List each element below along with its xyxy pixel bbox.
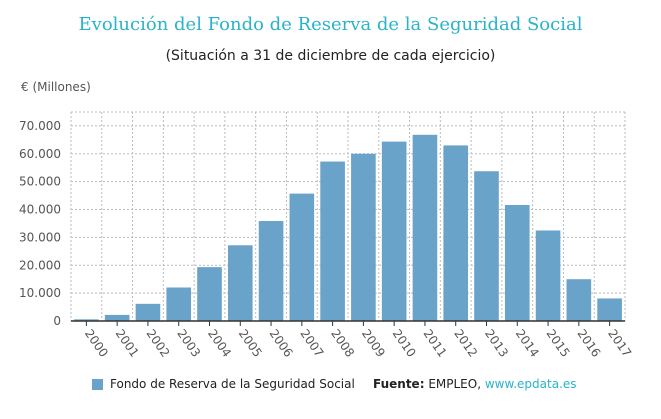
- y-tick-label: 40.000: [19, 203, 61, 217]
- bar-2008[interactable]: [320, 161, 345, 321]
- y-tick-label: 70.000: [19, 119, 61, 133]
- x-tick-label: 2000: [82, 327, 111, 360]
- source-label: Fuente:: [373, 377, 425, 391]
- y-tick-label: 60.000: [19, 147, 61, 161]
- bar-2016[interactable]: [566, 279, 592, 321]
- x-tick-label: 2003: [174, 327, 203, 360]
- x-tick-label: 2009: [359, 327, 388, 360]
- bar-2005[interactable]: [227, 245, 253, 321]
- legend-swatch: [92, 378, 103, 390]
- bar-2014[interactable]: [504, 204, 530, 321]
- x-tick-label: 2017: [605, 327, 634, 360]
- bar-2003[interactable]: [166, 287, 192, 321]
- x-tick-label: 2002: [143, 327, 172, 360]
- y-tick-label: 30.000: [19, 230, 61, 244]
- bar-2012[interactable]: [443, 145, 469, 321]
- source-note: Fuente: EMPLEO, www.epdata.es: [373, 377, 577, 391]
- legend: Fondo de Reserva de la Seguridad Social: [92, 377, 355, 391]
- x-tick-label: 2006: [267, 327, 296, 360]
- bar-2017[interactable]: [597, 298, 622, 321]
- bar-2009[interactable]: [351, 153, 376, 321]
- y-tick-label: 50.000: [19, 175, 61, 189]
- bar-2015[interactable]: [535, 230, 561, 321]
- source-text: EMPLEO,: [428, 377, 482, 391]
- y-tick-label: 10.000: [19, 286, 61, 300]
- x-tick-label: 2014: [513, 327, 542, 360]
- y-axis-label: € (Millones): [21, 80, 91, 94]
- bar-2006[interactable]: [258, 221, 284, 321]
- bar-2000[interactable]: [74, 319, 99, 321]
- x-tick-label: 2013: [482, 327, 511, 360]
- chart-title: Evolución del Fondo de Reserva de la Seg…: [78, 14, 583, 35]
- bar-2001[interactable]: [104, 314, 130, 321]
- y-tick-label: 0: [53, 314, 61, 328]
- x-tick-label: 2010: [390, 327, 419, 360]
- bar-2010[interactable]: [381, 141, 407, 321]
- x-tick-label: 2008: [328, 327, 357, 360]
- x-tick-label: 2016: [574, 327, 603, 360]
- source-link[interactable]: www.epdata.es: [484, 377, 577, 391]
- x-tick-label: 2001: [113, 327, 142, 360]
- legend-label: Fondo de Reserva de la Seguridad Social: [110, 377, 355, 391]
- bar-2007[interactable]: [289, 193, 315, 321]
- x-tick-label: 2004: [205, 327, 234, 360]
- x-tick-label: 2007: [297, 327, 326, 360]
- bar-2013[interactable]: [474, 171, 499, 321]
- chart-subtitle: (Situación a 31 de diciembre de cada eje…: [165, 48, 496, 64]
- x-tick-label: 2015: [544, 327, 573, 360]
- y-tick-label: 20.000: [19, 258, 61, 272]
- x-tick-label: 2011: [420, 327, 449, 360]
- x-tick-label: 2005: [236, 327, 265, 360]
- bar-2002[interactable]: [135, 303, 161, 321]
- bar-2011[interactable]: [412, 134, 438, 321]
- bar-2004[interactable]: [197, 267, 222, 321]
- x-tick-label: 2012: [451, 327, 480, 360]
